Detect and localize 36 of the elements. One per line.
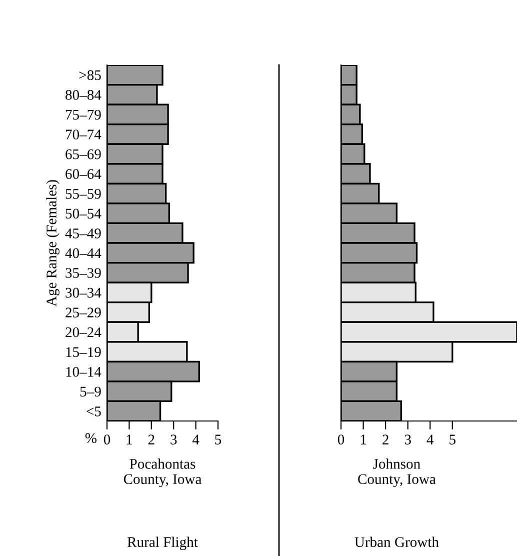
y-tick-label: 65–69: [66, 149, 101, 160]
x-tick-label: 1: [360, 434, 366, 444]
x-tick-label: 5: [215, 434, 222, 444]
x-tick-label: 0: [104, 434, 110, 444]
y-tick-label: >85: [79, 70, 101, 80]
x-tick-label: 5: [450, 434, 456, 444]
x-tick-label: 3: [404, 434, 411, 444]
y-tick-label: 40–44: [65, 248, 102, 258]
y-tick-label: 15–19: [66, 347, 101, 357]
x-tick-label: 2: [148, 434, 154, 444]
x-axis-title: Johnson County, Iowa: [358, 458, 436, 488]
x-tick-label: 0: [338, 434, 344, 444]
y-tick-label: 75–79: [66, 110, 101, 120]
x-tick-label: 1: [126, 434, 132, 444]
y-tick-label: 35–39: [66, 268, 101, 278]
x-axis-title: Pocahontas County, Iowa: [124, 458, 202, 488]
y-tick-label: 45–49: [65, 228, 101, 238]
y-tick-label: 10–14: [66, 366, 102, 377]
text: %: [85, 433, 97, 444]
y-tick-label: 5–9: [80, 386, 101, 397]
y-tick-label: 60–64: [66, 169, 102, 179]
y-tick-label: 30–34: [66, 288, 102, 298]
y-tick-label: 70–74: [66, 130, 102, 140]
y-tick-label: 20–24: [66, 327, 102, 338]
x-tick-label: 3: [170, 434, 177, 444]
y-tick-label: 55–59: [66, 188, 101, 199]
x-tick-label: 4: [426, 434, 434, 444]
y-tick-label: 50–54: [66, 208, 102, 219]
text: Rural Flight: [127, 536, 198, 550]
y-tick-label: 25–29: [66, 308, 101, 318]
x-tick-label: 2: [382, 434, 388, 444]
text: Urban Growth: [354, 536, 439, 548]
y-axis-title: Age Range (Females): [46, 180, 60, 306]
y-tick-label: <5: [86, 406, 101, 416]
x-tick-label: 4: [192, 434, 200, 444]
y-tick-label: 80–84: [66, 90, 102, 100]
